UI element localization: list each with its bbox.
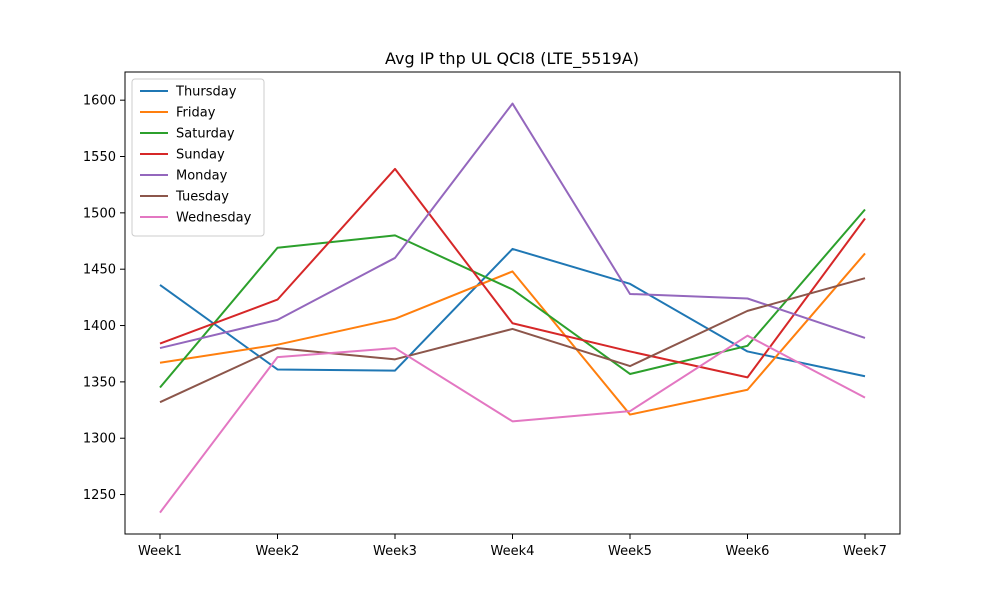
legend-label-wednesday: Wednesday: [176, 211, 252, 226]
y-tick-label: 1250: [83, 488, 116, 503]
series-layer: [159, 102, 866, 514]
legend-label-monday: Monday: [176, 169, 228, 184]
y-tick-label: 1450: [83, 263, 116, 278]
legend-label-saturday: Saturday: [176, 127, 235, 142]
x-tick-label: Week5: [608, 544, 652, 559]
chart-title: Avg IP thp UL QCI8 (LTE_5519A): [385, 49, 639, 69]
legend-label-sunday: Sunday: [176, 148, 225, 163]
x-tick-label: Week3: [373, 544, 417, 559]
y-tick-label: 1350: [83, 375, 116, 390]
y-tick-label: 1300: [83, 432, 116, 447]
series-line-monday: [159, 102, 866, 350]
legend: Thursday Friday Saturday Sunday Monday Tuesda…: [131, 78, 265, 237]
x-tick-label: Week4: [491, 544, 535, 559]
series-line-thursday: [159, 247, 866, 378]
x-tick-label: Week1: [138, 544, 182, 559]
y-tick-label: 1550: [83, 150, 116, 165]
series-line-sunday: [159, 167, 866, 379]
series-line-tuesday: [159, 277, 866, 404]
legend-label-friday: Friday: [176, 106, 216, 121]
legend-label-tuesday: Tuesday: [175, 190, 229, 205]
x-tick-label: Week2: [256, 544, 300, 559]
y-axis: 1250 1300 1350 1400 1450 1500 1550 1600: [83, 94, 125, 503]
y-tick-label: 1600: [83, 94, 116, 109]
y-tick-label: 1400: [83, 319, 116, 334]
x-tick-label: Week6: [726, 544, 770, 559]
legend-label-thursday: Thursday: [175, 85, 237, 100]
y-tick-label: 1500: [83, 206, 116, 221]
x-axis: Week1 Week2 Week3 Week4 Week5 Week6 Week7: [138, 534, 887, 559]
x-tick-label: Week7: [843, 544, 887, 559]
series-line-saturday: [159, 208, 866, 389]
series-line-friday: [159, 252, 866, 416]
series-line-wednesday: [159, 334, 866, 514]
